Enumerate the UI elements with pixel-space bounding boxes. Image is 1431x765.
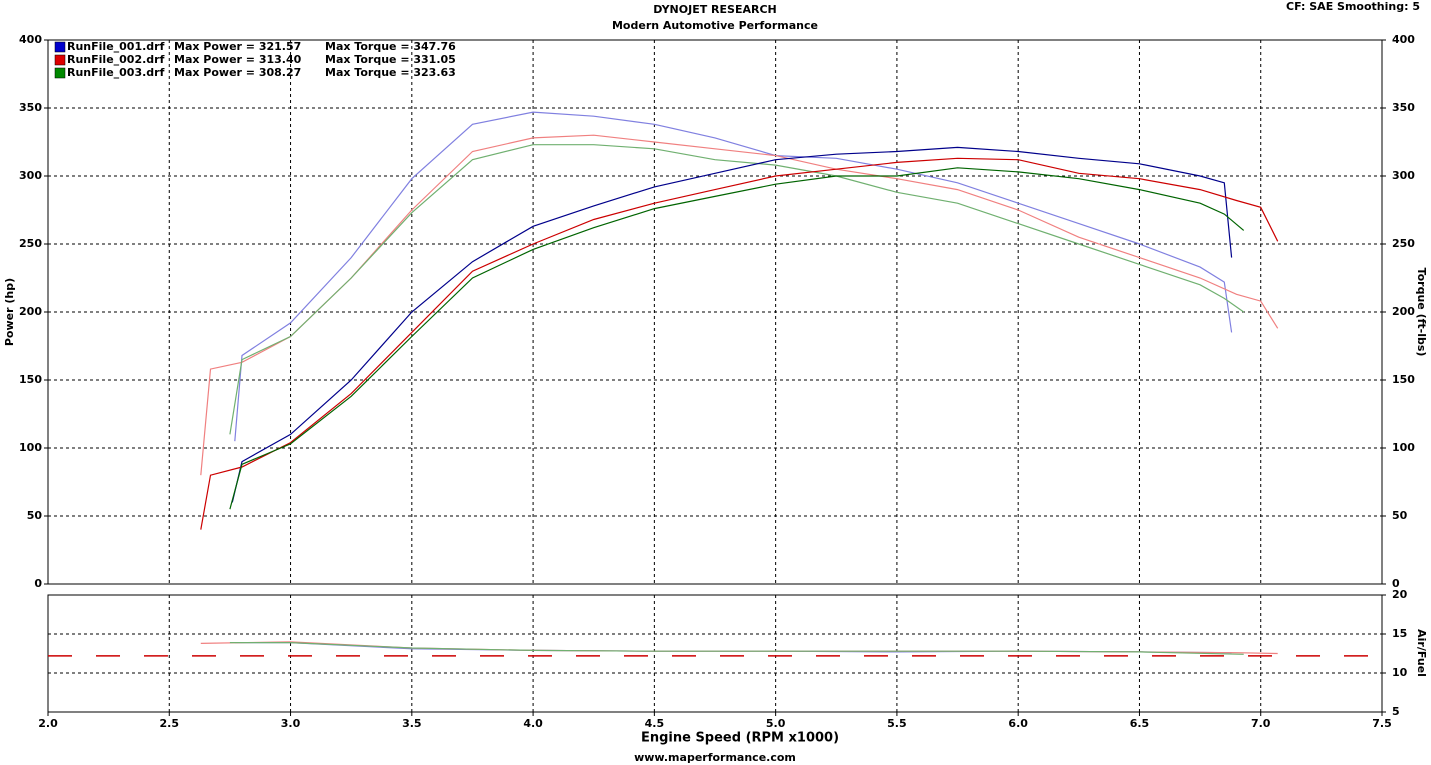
footer: www.maperformance.com bbox=[634, 751, 796, 764]
y2-tick-label: 400 bbox=[1392, 33, 1415, 46]
x-tick-label: 5.5 bbox=[887, 717, 907, 730]
legend-swatch bbox=[54, 54, 66, 66]
legend-max-power: Max Power = 313.40 bbox=[174, 53, 302, 66]
y2-tick-label: 15 bbox=[1392, 627, 1407, 640]
y-tick-label: 100 bbox=[19, 441, 42, 454]
legend-max-torque: Max Torque = 347.76 bbox=[325, 40, 456, 53]
y2-tick-label: 350 bbox=[1392, 101, 1415, 114]
y2-axis-label: Torque (ft-lbs) bbox=[1415, 268, 1428, 357]
x-tick-label: 3.5 bbox=[402, 717, 422, 730]
legend-swatch bbox=[54, 41, 66, 53]
y-tick-label: 150 bbox=[19, 373, 42, 386]
y2-axis-label: Air/Fuel bbox=[1415, 629, 1428, 677]
chart-title: DYNOJET RESEARCH bbox=[653, 3, 776, 16]
x-tick-label: 2.5 bbox=[160, 717, 180, 730]
y-tick-label: 400 bbox=[19, 33, 42, 46]
y2-tick-label: 200 bbox=[1392, 305, 1415, 318]
x-tick-label: 3.0 bbox=[281, 717, 301, 730]
series-line bbox=[200, 157, 1279, 530]
x-tick-label: 2.0 bbox=[38, 717, 58, 730]
x-tick-label: 4.0 bbox=[523, 717, 543, 730]
y2-tick-label: 0 bbox=[1392, 577, 1400, 590]
y2-tick-label: 10 bbox=[1392, 666, 1408, 679]
y2-tick-label: 20 bbox=[1392, 588, 1408, 601]
legend-swatch bbox=[54, 67, 66, 79]
y-tick-label: 250 bbox=[19, 237, 42, 250]
y2-tick-label: 5 bbox=[1392, 705, 1400, 718]
x-axis-label: Engine Speed (RPM x1000) bbox=[641, 731, 839, 746]
y-axis-label: Power (hp) bbox=[3, 278, 16, 346]
x-tick-label: 5.0 bbox=[766, 717, 786, 730]
y-tick-label: 350 bbox=[19, 101, 42, 114]
series-line bbox=[200, 134, 1279, 476]
settings-note: CF: SAE Smoothing: 5 bbox=[1286, 0, 1420, 13]
x-tick-label: 6.5 bbox=[1130, 717, 1150, 730]
legend-max-power: Max Power = 308.27 bbox=[174, 66, 301, 79]
y2-tick-label: 100 bbox=[1392, 441, 1415, 454]
legend-max-power: Max Power = 321.57 bbox=[174, 40, 301, 53]
y-tick-label: 50 bbox=[27, 509, 43, 522]
x-tick-label: 4.5 bbox=[645, 717, 665, 730]
y-tick-label: 0 bbox=[34, 577, 42, 590]
legend-max-torque: Max Torque = 331.05 bbox=[325, 53, 456, 66]
series-line bbox=[229, 167, 1245, 510]
legend-max-torque: Max Torque = 323.63 bbox=[325, 66, 456, 79]
y-tick-label: 200 bbox=[19, 305, 42, 318]
y2-tick-label: 150 bbox=[1392, 373, 1415, 386]
y2-tick-label: 300 bbox=[1392, 169, 1415, 182]
plot-frame bbox=[47, 594, 1383, 713]
y2-tick-label: 250 bbox=[1392, 237, 1415, 250]
series-line bbox=[229, 642, 1244, 655]
legend-file: RunFile_001.drf bbox=[67, 40, 165, 53]
series-line bbox=[231, 146, 1233, 503]
x-tick-label: 7.0 bbox=[1251, 717, 1271, 730]
series-line bbox=[234, 111, 1233, 442]
chart-subtitle: Modern Automotive Performance bbox=[612, 19, 818, 32]
legend-file: RunFile_002.drf bbox=[67, 53, 165, 66]
y-tick-label: 300 bbox=[19, 169, 42, 182]
y2-tick-label: 50 bbox=[1392, 509, 1408, 522]
series-line bbox=[229, 144, 1245, 435]
legend-file: RunFile_003.drf bbox=[67, 66, 165, 79]
x-tick-label: 7.5 bbox=[1372, 717, 1392, 730]
x-tick-label: 6.0 bbox=[1008, 717, 1028, 730]
